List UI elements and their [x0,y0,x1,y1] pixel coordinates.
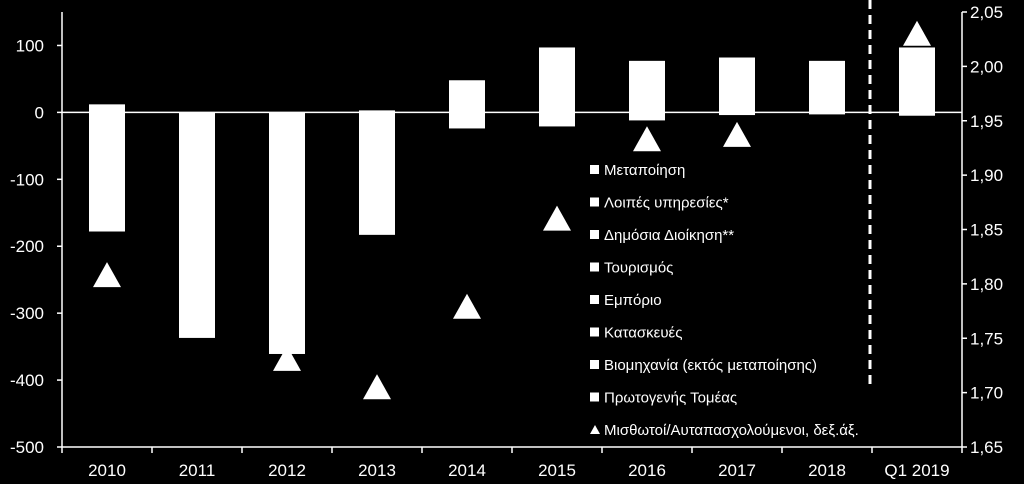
right-tick-label: 1,75 [970,329,1003,348]
right-tick-label: 1,65 [970,438,1003,457]
legend-marker-triangle [590,425,600,434]
legend-swatch [590,230,599,239]
right-tick-label: 1,70 [970,384,1003,403]
legend-swatch [590,392,599,402]
left-tick-label: -400 [10,371,44,390]
category-label: 2013 [358,461,396,480]
bar [449,80,485,129]
legend-swatch [590,360,599,369]
bar [269,112,305,354]
right-tick-label: 1,85 [970,221,1003,240]
left-tick-label: -500 [10,438,44,457]
legend-label: Μεταποίηση [604,162,685,179]
legend-label: Κατασκευές [604,325,682,342]
bar [539,47,575,127]
right-tick-label: 1,95 [970,112,1003,131]
legend-label: Δημόσια Διοίκηση** [604,227,734,244]
right-tick-label: 2,00 [970,57,1003,76]
bar [89,104,125,232]
category-label: 2014 [448,461,486,480]
category-label: 2015 [538,461,576,480]
category-label: 2017 [718,461,756,480]
legend-swatch [590,295,599,304]
bar [899,47,935,116]
legend-label: Λοιπές υπηρεσίες* [604,195,729,212]
bar [809,60,845,115]
ratio-marker [93,262,121,288]
legend-swatch [590,262,599,272]
left-tick-label: -300 [10,304,44,323]
left-tick-label: 100 [16,36,44,55]
ratio-marker [903,20,931,46]
ratio-marker [543,205,571,231]
legend-swatch [590,197,599,207]
right-tick-label: 2,05 [970,3,1003,22]
category-label: 2018 [808,461,846,480]
bar [629,60,665,121]
left-tick-label: 0 [35,103,44,122]
legend-swatch [590,327,599,337]
ratio-marker [363,374,391,400]
left-tick-label: -100 [10,170,44,189]
bar [359,110,395,235]
ratio-marker [273,345,301,371]
right-tick-label: 1,90 [970,166,1003,185]
category-label: 2010 [88,461,126,480]
legend-swatch [590,165,599,174]
ratio-marker [633,126,661,152]
ratio-marker [723,121,751,147]
bar [179,112,215,338]
plot-area: 100 0 -100 -200 -300 -400 -500 2,05 2,00 1,95 1,90… [10,0,1003,480]
legend-label: Βιομηχανία (εκτός μεταποίησης) [604,357,817,374]
ratio-marker [453,293,481,319]
legend-label: Εμπόριο [604,292,662,309]
right-tick-label: 1,80 [970,275,1003,294]
category-label: 2012 [268,461,306,480]
legend-label: Πρωτογενής Τομέας [604,390,737,407]
category-label: Q1 2019 [884,461,949,480]
legend-label: Μισθωτοί/Αυταπασχολούμενοι, δεξ.άξ. [604,422,859,439]
bar [719,57,755,116]
legend-label: Τουρισμός [604,260,673,277]
category-label: 2011 [179,461,216,480]
category-label: 2016 [628,461,666,480]
left-tick-label: -200 [10,237,44,256]
